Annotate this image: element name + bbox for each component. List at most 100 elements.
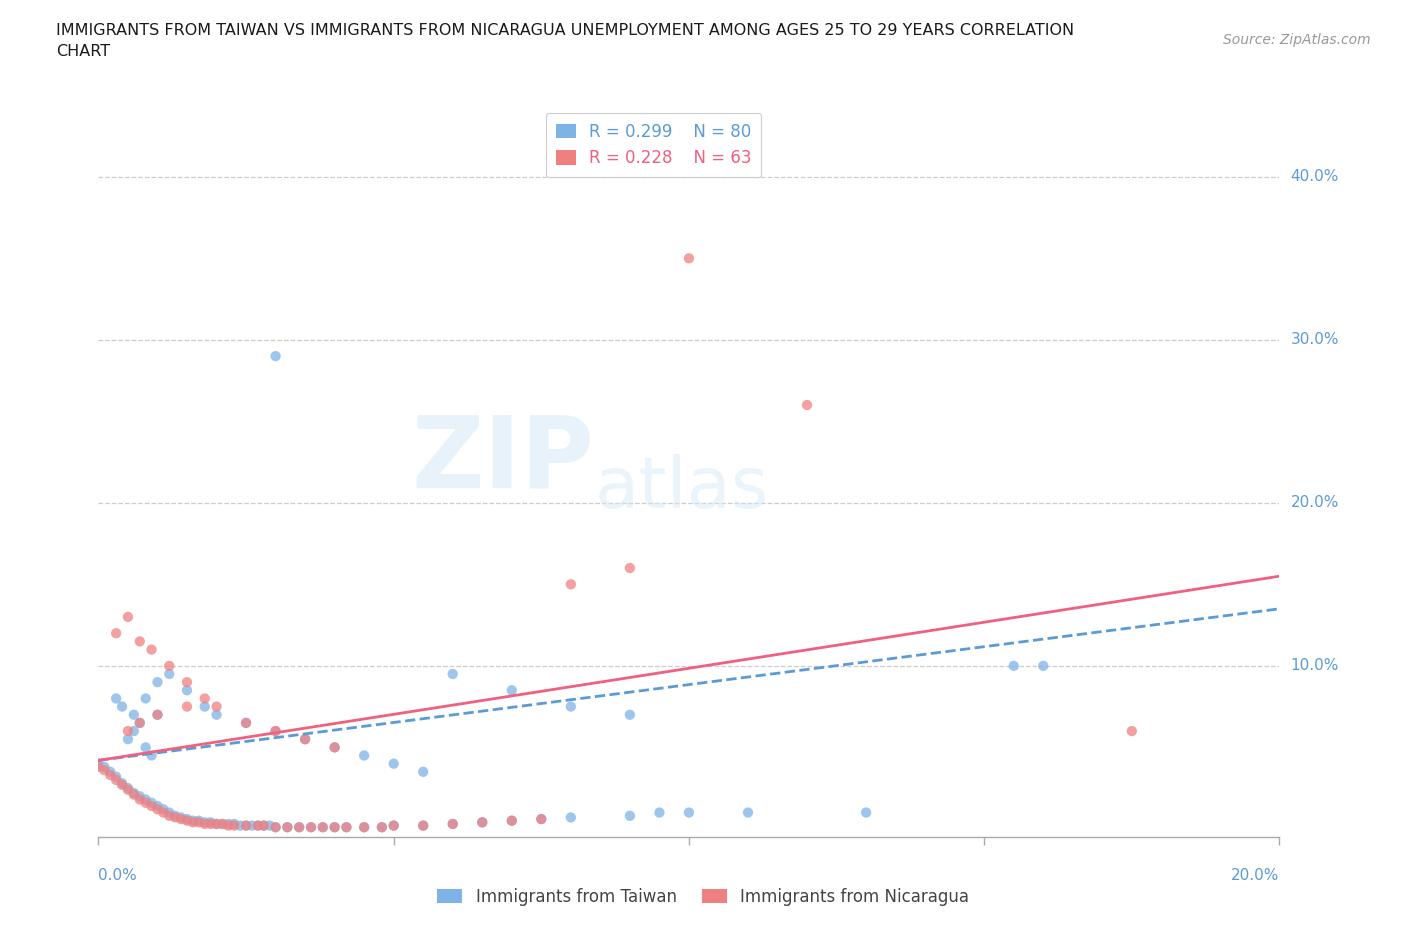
Point	[276, 819, 298, 834]
Point	[530, 812, 553, 827]
Point	[157, 805, 180, 820]
Point	[205, 708, 228, 723]
Point	[117, 732, 139, 747]
Point	[146, 708, 169, 723]
Point	[737, 805, 759, 820]
Point	[187, 815, 209, 830]
Point	[441, 817, 464, 831]
Point	[117, 780, 139, 795]
Text: atlas: atlas	[595, 455, 769, 524]
Point	[128, 715, 150, 730]
Point	[240, 818, 263, 833]
Point	[501, 813, 523, 828]
Point	[382, 756, 405, 771]
Point	[157, 808, 180, 823]
Point	[152, 805, 174, 820]
Point	[146, 802, 169, 817]
Point	[229, 818, 252, 833]
Point	[312, 819, 335, 834]
Point	[135, 795, 157, 810]
Point	[141, 799, 163, 814]
Point	[181, 813, 204, 828]
Point	[382, 818, 405, 833]
Text: 0.0%: 0.0%	[98, 868, 138, 883]
Point	[246, 818, 269, 833]
Point	[111, 699, 134, 714]
Point	[98, 764, 121, 779]
Point	[412, 818, 434, 833]
Point	[224, 817, 246, 831]
Point	[111, 777, 134, 792]
Point	[200, 817, 222, 831]
Point	[105, 626, 128, 641]
Point	[264, 819, 287, 834]
Point	[253, 818, 276, 833]
Point	[146, 674, 169, 689]
Point	[560, 810, 582, 825]
Point	[619, 808, 641, 823]
Point	[217, 818, 239, 833]
Point	[181, 815, 204, 830]
Point	[264, 724, 287, 738]
Point	[111, 776, 134, 790]
Point	[157, 667, 180, 682]
Point	[224, 818, 246, 833]
Text: 40.0%: 40.0%	[1291, 169, 1339, 184]
Point	[146, 708, 169, 723]
Point	[117, 609, 139, 624]
Point	[105, 773, 128, 788]
Point	[264, 724, 287, 738]
Point	[235, 818, 257, 833]
Point	[1032, 658, 1054, 673]
Point	[412, 764, 434, 779]
Point	[501, 813, 523, 828]
Point	[157, 658, 180, 673]
Point	[105, 691, 128, 706]
Text: 10.0%: 10.0%	[1291, 658, 1339, 673]
Point	[471, 815, 494, 830]
Point	[1002, 658, 1025, 673]
Point	[122, 786, 145, 801]
Point	[141, 748, 163, 763]
Point	[678, 251, 700, 266]
Point	[128, 789, 150, 804]
Point	[170, 812, 193, 827]
Point	[412, 818, 434, 833]
Point	[217, 817, 239, 831]
Point	[211, 817, 233, 831]
Legend: Immigrants from Taiwan, Immigrants from Nicaragua: Immigrants from Taiwan, Immigrants from …	[430, 881, 976, 912]
Point	[264, 819, 287, 834]
Point	[294, 732, 316, 747]
Text: Source: ZipAtlas.com: Source: ZipAtlas.com	[1223, 33, 1371, 46]
Point	[165, 810, 187, 825]
Point	[335, 819, 357, 834]
Point	[259, 818, 281, 833]
Point	[93, 760, 115, 775]
Point	[441, 817, 464, 831]
Point	[246, 818, 269, 833]
Point	[152, 802, 174, 817]
Point	[205, 817, 228, 831]
Point	[323, 819, 346, 834]
Point	[501, 683, 523, 698]
Point	[235, 715, 257, 730]
Point	[353, 748, 375, 763]
Point	[312, 819, 335, 834]
Point	[105, 769, 128, 784]
Point	[441, 667, 464, 682]
Point	[122, 708, 145, 723]
Point	[117, 724, 139, 738]
Point	[560, 577, 582, 591]
Point	[87, 760, 110, 775]
Point	[299, 819, 322, 834]
Point	[176, 683, 198, 698]
Point	[128, 715, 150, 730]
Point	[560, 699, 582, 714]
Point	[87, 756, 110, 771]
Point	[1121, 724, 1143, 738]
Point	[117, 782, 139, 797]
Point	[619, 561, 641, 576]
Point	[796, 398, 818, 413]
Point	[253, 818, 276, 833]
Point	[323, 740, 346, 755]
